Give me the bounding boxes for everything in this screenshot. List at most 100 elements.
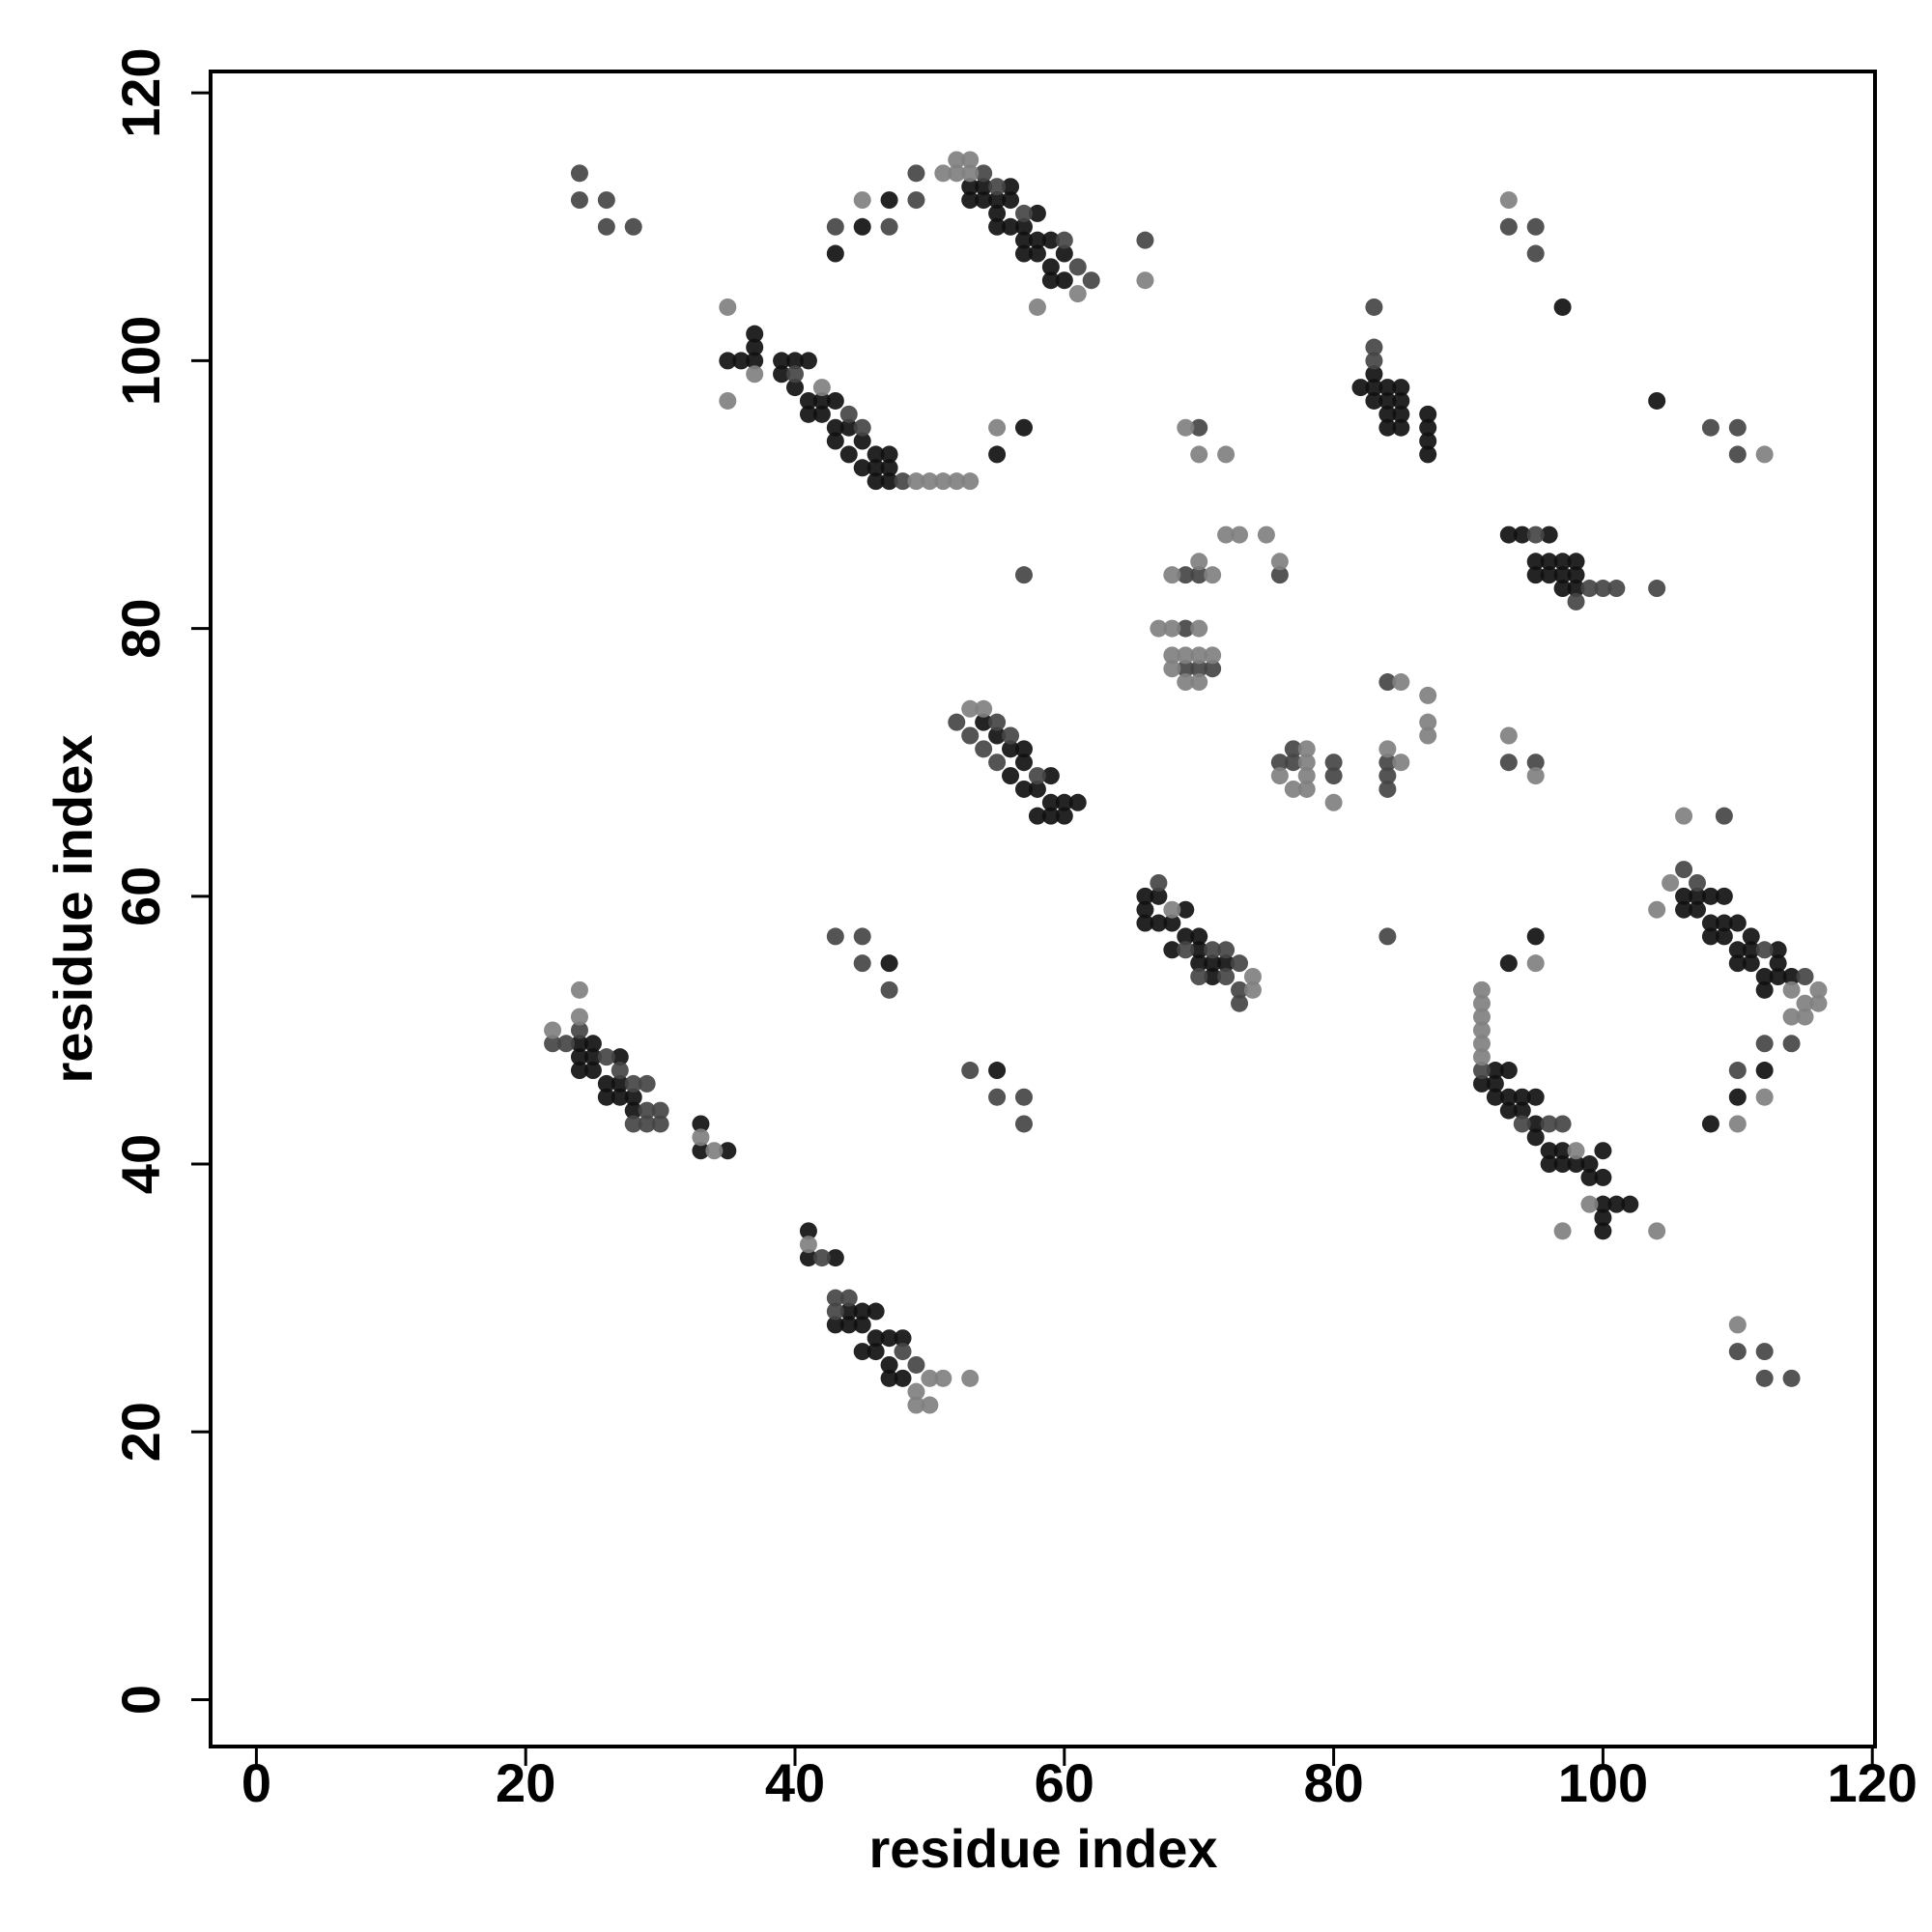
point [1662, 873, 1680, 892]
point [1365, 365, 1383, 384]
point [961, 699, 980, 718]
point [773, 365, 791, 384]
point [1742, 927, 1760, 946]
point [1567, 592, 1585, 611]
point [1715, 914, 1733, 932]
point [1755, 1369, 1774, 1387]
point [1701, 1115, 1719, 1133]
point [961, 151, 980, 169]
point [746, 365, 764, 384]
point [1567, 1142, 1585, 1160]
point [1715, 807, 1733, 825]
point [853, 191, 871, 210]
point [1378, 418, 1397, 437]
point [1270, 753, 1289, 772]
point [1150, 914, 1168, 932]
point [1769, 954, 1787, 973]
point [1002, 178, 1020, 196]
point [799, 1249, 817, 1267]
point [1701, 418, 1719, 437]
x-tick-label: 120 [1827, 1752, 1917, 1813]
point [1553, 553, 1572, 571]
point [1621, 1195, 1639, 1213]
point [1231, 954, 1249, 973]
point [570, 1008, 588, 1026]
point [570, 191, 588, 210]
point [988, 1088, 1007, 1106]
point [1002, 767, 1020, 785]
point [1728, 1062, 1747, 1080]
point [1553, 1222, 1572, 1240]
point [1014, 740, 1033, 758]
point [988, 726, 1007, 745]
point [975, 740, 993, 758]
point [1796, 1008, 1814, 1026]
point [880, 954, 898, 973]
point [1014, 231, 1033, 249]
point [570, 980, 588, 999]
point [1041, 807, 1060, 825]
point [1594, 1222, 1612, 1240]
point [1190, 646, 1208, 665]
point [1190, 566, 1208, 584]
point [1499, 1088, 1518, 1106]
point [1742, 954, 1760, 973]
point [651, 1115, 669, 1133]
y-tick-label: 40 [110, 1134, 171, 1194]
point [1594, 1168, 1612, 1186]
point [638, 1115, 656, 1133]
point [1392, 673, 1410, 692]
point [812, 391, 831, 410]
point [1231, 526, 1249, 544]
point [1755, 1062, 1774, 1080]
point [867, 1329, 885, 1348]
point [1567, 553, 1585, 571]
point [570, 1035, 588, 1053]
point [1567, 566, 1585, 584]
point [597, 191, 615, 210]
point [826, 1302, 844, 1321]
point [839, 1289, 858, 1307]
point [1540, 1115, 1558, 1133]
point [1136, 914, 1154, 932]
point [1782, 967, 1801, 985]
point [1540, 566, 1558, 584]
y-tick-label: 0 [110, 1685, 171, 1715]
point [921, 1396, 939, 1414]
point [853, 432, 871, 450]
point [1055, 231, 1073, 249]
point [1553, 580, 1572, 598]
point [1472, 1021, 1491, 1039]
point [1365, 298, 1383, 316]
point [1688, 900, 1706, 919]
point [1163, 566, 1181, 584]
point [934, 472, 952, 491]
point [799, 352, 817, 370]
point [1014, 753, 1033, 772]
point [1526, 927, 1545, 946]
point [1190, 673, 1208, 692]
x-tick-label: 100 [1558, 1752, 1648, 1813]
point [1136, 887, 1154, 905]
point [1378, 767, 1397, 785]
y-tick-label: 80 [110, 598, 171, 658]
point [1499, 753, 1518, 772]
point [1419, 726, 1437, 745]
point [583, 1048, 602, 1066]
point [1177, 566, 1195, 584]
point [1648, 1222, 1666, 1240]
point [611, 1048, 629, 1066]
point [1553, 1155, 1572, 1174]
point [1499, 526, 1518, 544]
point [1419, 418, 1437, 437]
point [1324, 793, 1343, 811]
point [880, 1369, 898, 1387]
point [1675, 807, 1693, 825]
point [597, 217, 615, 236]
point [826, 927, 844, 946]
y-tick-label: 20 [110, 1402, 171, 1462]
point [719, 352, 737, 370]
point [799, 1236, 817, 1254]
point [786, 352, 805, 370]
